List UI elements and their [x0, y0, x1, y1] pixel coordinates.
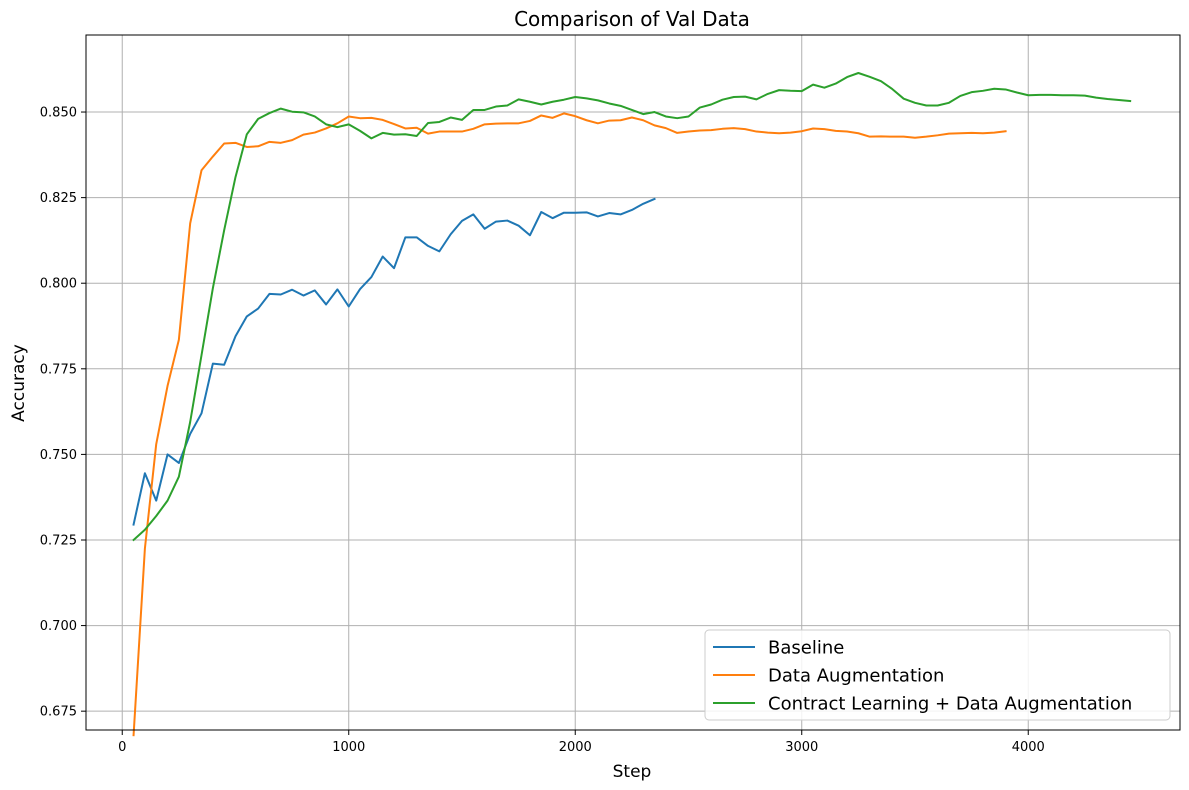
y-tick-label: 0.725 [40, 533, 77, 548]
y-tick-label: 0.700 [40, 619, 77, 634]
x-tick-label: 2000 [559, 740, 592, 755]
y-tick-label: 0.775 [40, 362, 77, 377]
y-axis-label: Accuracy [9, 344, 29, 422]
y-tick-label: 0.850 [40, 106, 77, 121]
x-tick-label: 0 [118, 740, 126, 755]
legend-label: Data Augmentation [768, 666, 944, 687]
legend: Baseline Data Augmentation Contract Learni… [704, 629, 1171, 721]
series-lines [132, 72, 1132, 737]
y-tick-label: 0.675 [40, 705, 77, 720]
series-line-3 [132, 72, 1132, 542]
x-axis: 0 1000 2000 3000 4000 [118, 730, 1045, 755]
x-tick-label: 3000 [785, 740, 818, 755]
series-line-1 [132, 197, 656, 526]
y-tick-label: 0.800 [40, 277, 77, 292]
x-axis-label: Step [613, 762, 652, 782]
x-tick-label: 1000 [332, 740, 365, 755]
legend-label: Contract Learning + Data Augmentation [768, 694, 1132, 715]
chart-title: Comparison of Val Data [514, 7, 750, 31]
x-tick-label: 4000 [1012, 740, 1045, 755]
series-line-2 [132, 112, 1007, 737]
grid [86, 35, 1180, 730]
y-axis: 0.675 0.700 0.725 0.750 0.775 0.800 0.825 0.850 [40, 106, 86, 720]
plot-frame [85, 34, 1181, 731]
legend-box [704, 629, 1171, 721]
legend-label: Baseline [768, 638, 844, 659]
y-tick-label: 0.750 [40, 448, 77, 463]
y-tick-label: 0.825 [40, 191, 77, 206]
